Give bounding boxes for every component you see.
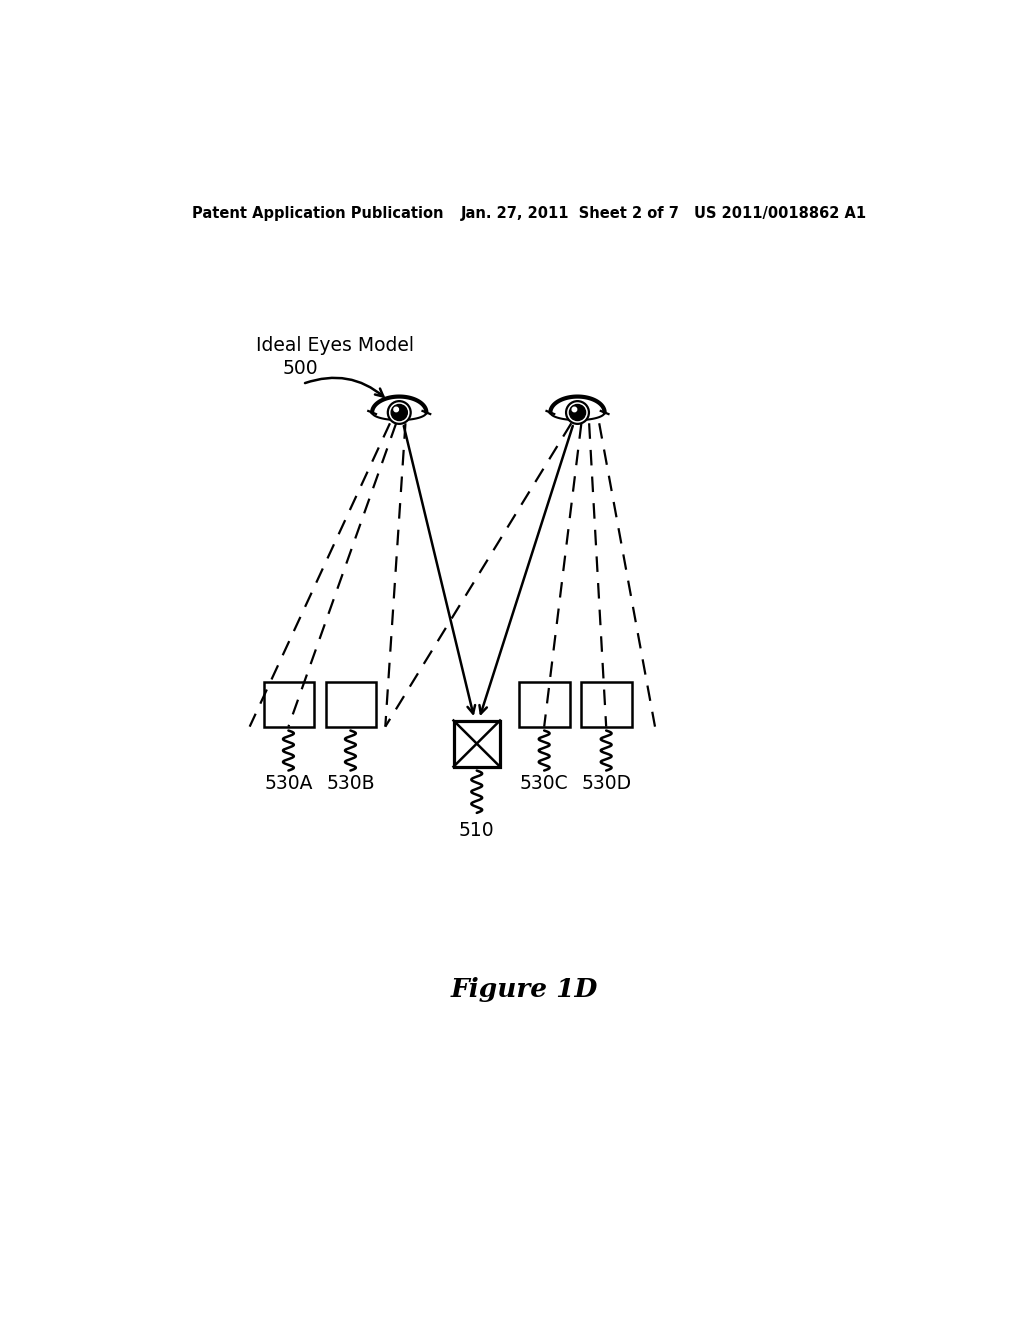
Bar: [454, 721, 500, 767]
Text: 530A: 530A: [264, 775, 312, 793]
Text: 530D: 530D: [581, 775, 631, 793]
Text: 530B: 530B: [326, 775, 375, 793]
Bar: [326, 682, 376, 726]
Text: Ideal Eyes Model: Ideal Eyes Model: [256, 335, 414, 355]
Circle shape: [391, 404, 408, 421]
Bar: [519, 682, 569, 726]
Text: US 2011/0018862 A1: US 2011/0018862 A1: [693, 206, 866, 222]
Bar: [263, 682, 314, 726]
Text: Patent Application Publication: Patent Application Publication: [191, 206, 443, 222]
Circle shape: [566, 401, 589, 424]
Circle shape: [394, 407, 398, 412]
Bar: [582, 682, 632, 726]
Circle shape: [569, 404, 586, 421]
Text: Jan. 27, 2011  Sheet 2 of 7: Jan. 27, 2011 Sheet 2 of 7: [461, 206, 680, 222]
Circle shape: [572, 407, 577, 412]
Text: 510: 510: [459, 821, 495, 840]
Text: 530C: 530C: [520, 775, 568, 793]
Text: 500: 500: [283, 359, 318, 378]
Circle shape: [388, 401, 411, 424]
Text: Figure 1D: Figure 1D: [452, 978, 598, 1002]
